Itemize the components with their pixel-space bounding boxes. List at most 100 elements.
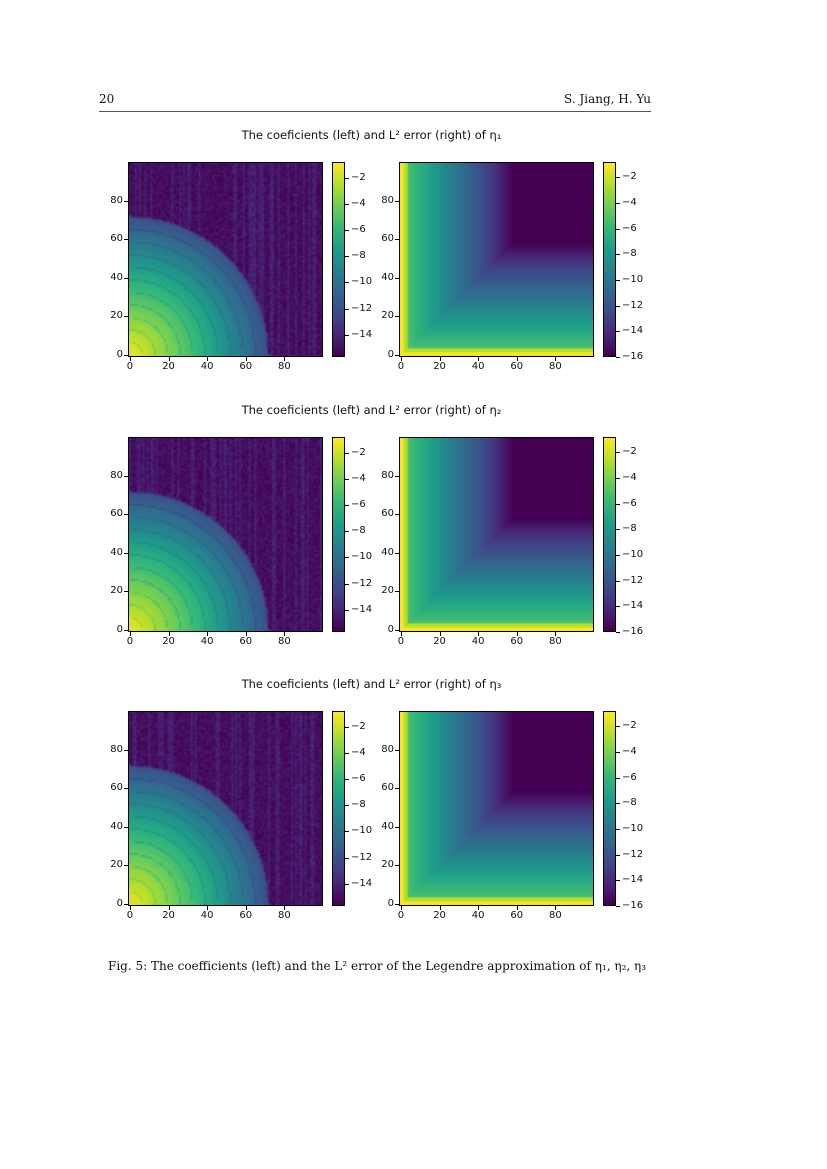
x-tick-mark <box>516 632 518 636</box>
colorbar-tick-mark <box>616 829 620 831</box>
figure-title-1: The coeficients (left) and L² error (rig… <box>241 128 502 142</box>
colorbar-tick-mark <box>616 580 620 582</box>
y-tick-label: 20 <box>381 310 394 322</box>
colorbar-tick-label: −6 <box>622 497 637 509</box>
x-tick-mark <box>555 632 557 636</box>
y-tick-label: 60 <box>110 508 123 520</box>
colorbar-tick-label: −8 <box>622 797 637 809</box>
colorbar-tick-mark <box>345 334 349 336</box>
colorbar-tick-mark <box>616 280 620 282</box>
colorbar-tick-label: −10 <box>351 825 373 837</box>
x-tick-mark <box>439 906 441 910</box>
x-tick-mark <box>129 906 131 910</box>
colorbar-tick-label: −2 <box>622 720 637 732</box>
y-tick-mark <box>395 200 399 202</box>
colorbar-coefficient-2 <box>332 437 345 632</box>
x-tick-label: 60 <box>510 636 524 647</box>
colorbar-gradient <box>604 712 615 905</box>
colorbar-tick-label: −2 <box>351 171 366 183</box>
colorbar-tick-mark <box>616 880 620 882</box>
x-tick-mark <box>555 357 557 361</box>
y-tick-mark <box>395 514 399 516</box>
colorbar-tick-label: −6 <box>622 771 637 783</box>
colorbar-tick-mark <box>345 308 349 310</box>
x-tick-mark <box>400 357 402 361</box>
colorbar-tick-mark <box>616 452 620 454</box>
colorbar-tick-label: −8 <box>622 523 637 535</box>
x-tick-label: 0 <box>397 361 405 372</box>
colorbar-tick-label: −2 <box>622 446 637 458</box>
x-tick-mark <box>284 632 286 636</box>
x-tick-mark <box>129 357 131 361</box>
colorbar-tick-label: −12 <box>351 851 373 863</box>
x-tick-mark <box>516 357 518 361</box>
colorbar-tick-label: −8 <box>351 525 366 537</box>
figure-title-3: The coeficients (left) and L² error (rig… <box>241 677 502 691</box>
colorbar-coefficient-1 <box>332 162 345 357</box>
colorbar-tick-label: −2 <box>351 446 366 458</box>
x-tick-mark <box>400 632 402 636</box>
x-tick-label: 40 <box>200 361 214 372</box>
y-tick-mark <box>395 826 399 828</box>
colorbar-tick-label: −4 <box>351 197 366 209</box>
colorbar-tick-mark <box>616 228 620 230</box>
y-tick-mark <box>395 552 399 554</box>
colorbar-tick-label: −10 <box>622 274 644 286</box>
y-tick-label: 80 <box>381 194 394 206</box>
colorbar-tick-mark <box>345 531 349 533</box>
colorbar-tick-mark <box>616 803 620 805</box>
y-tick-mark <box>124 475 128 477</box>
error-heatmap-2 <box>399 437 594 632</box>
y-tick-mark <box>124 552 128 554</box>
colorbar-tick-mark <box>345 752 349 754</box>
page-number: 20 <box>99 92 115 106</box>
x-tick-label: 0 <box>397 636 405 647</box>
colorbar-error-1 <box>603 162 616 357</box>
x-tick-mark <box>168 906 170 910</box>
colorbar-tick-mark <box>345 557 349 559</box>
colorbar-error-2 <box>603 437 616 632</box>
colorbar-tick-label: −12 <box>622 574 644 586</box>
x-tick-mark <box>168 632 170 636</box>
colorbar-tick-mark <box>616 632 620 633</box>
x-tick-label: 20 <box>433 636 446 647</box>
x-tick-label: 80 <box>548 361 562 372</box>
x-tick-label: 0 <box>126 910 134 921</box>
y-tick-label: 0 <box>116 349 123 361</box>
x-tick-label: 40 <box>471 910 485 921</box>
colorbar-tick-label: −16 <box>622 900 644 911</box>
y-tick-label: 40 <box>381 546 394 558</box>
colorbar-tick-label: −10 <box>351 551 373 563</box>
colorbar-tick-label: −14 <box>351 877 373 889</box>
colorbar-tick-label: −14 <box>351 328 373 340</box>
y-tick-mark <box>124 200 128 202</box>
y-tick-label: 60 <box>381 508 394 520</box>
colorbar-tick-label: −6 <box>622 222 637 234</box>
colorbar-tick-label: −14 <box>622 325 644 337</box>
colorbar-tick-mark <box>345 452 349 454</box>
y-tick-mark <box>395 865 399 867</box>
colorbar-tick-label: −8 <box>622 248 637 260</box>
header-rule <box>99 111 651 112</box>
colorbar-error-3 <box>603 711 616 906</box>
x-tick-mark <box>207 632 209 636</box>
y-tick-mark <box>395 630 399 632</box>
colorbar-tick-label: −12 <box>622 848 644 860</box>
y-tick-mark <box>124 904 128 906</box>
colorbar-tick-label: −16 <box>622 626 644 637</box>
y-tick-mark <box>124 865 128 867</box>
y-tick-mark <box>395 788 399 790</box>
colorbar-tick-label: −12 <box>351 577 373 589</box>
colorbar-tick-mark <box>616 503 620 505</box>
y-tick-label: 0 <box>387 349 394 361</box>
colorbar-tick-label: −14 <box>622 600 644 612</box>
x-tick-mark <box>245 906 247 910</box>
x-tick-label: 80 <box>548 910 562 921</box>
colorbar-tick-mark <box>345 256 349 258</box>
colorbar-tick-mark <box>345 779 349 781</box>
colorbar-tick-label: −10 <box>351 276 373 288</box>
y-tick-label: 20 <box>381 859 394 871</box>
y-tick-label: 40 <box>110 820 123 832</box>
colorbar-tick-mark <box>616 726 620 728</box>
